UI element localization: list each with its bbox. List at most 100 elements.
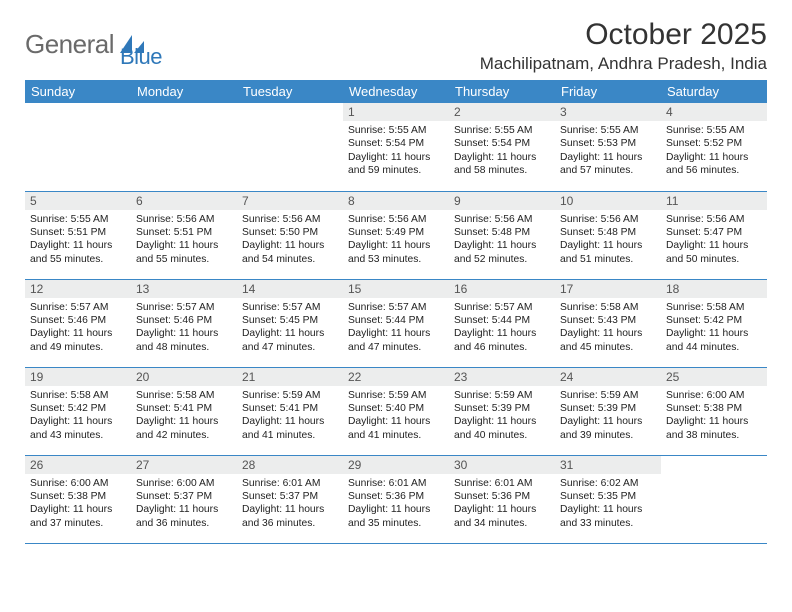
info-line: Daylight: 11 hours — [30, 327, 126, 340]
info-line: and 59 minutes. — [348, 164, 444, 177]
info-line: and 57 minutes. — [560, 164, 656, 177]
day-info: Sunrise: 6:00 AMSunset: 5:38 PMDaylight:… — [661, 386, 767, 447]
info-line: Sunrise: 6:00 AM — [136, 477, 232, 490]
day-number: 7 — [237, 192, 343, 210]
day-number: 2 — [449, 103, 555, 121]
info-line: Sunrise: 5:59 AM — [560, 389, 656, 402]
info-line: Sunrise: 5:59 AM — [454, 389, 550, 402]
calendar-day-cell: 31Sunrise: 6:02 AMSunset: 5:35 PMDayligh… — [555, 455, 661, 543]
info-line: and 47 minutes. — [348, 341, 444, 354]
info-line: Sunrise: 5:55 AM — [560, 124, 656, 137]
info-line: Sunrise: 5:56 AM — [136, 213, 232, 226]
info-line: Daylight: 11 hours — [454, 415, 550, 428]
day-header: Tuesday — [237, 80, 343, 103]
info-line: and 42 minutes. — [136, 429, 232, 442]
info-line: Daylight: 11 hours — [666, 151, 762, 164]
info-line: Daylight: 11 hours — [348, 415, 444, 428]
day-number — [237, 103, 343, 121]
day-info: Sunrise: 5:55 AMSunset: 5:54 PMDaylight:… — [343, 121, 449, 182]
info-line: and 36 minutes. — [136, 517, 232, 530]
info-line: and 56 minutes. — [666, 164, 762, 177]
day-info: Sunrise: 5:57 AMSunset: 5:45 PMDaylight:… — [237, 298, 343, 359]
info-line: Sunrise: 5:59 AM — [348, 389, 444, 402]
day-number: 1 — [343, 103, 449, 121]
calendar-day-cell — [25, 103, 131, 191]
info-line: Sunset: 5:36 PM — [454, 490, 550, 503]
info-line: and 55 minutes. — [136, 253, 232, 266]
info-line: Sunset: 5:53 PM — [560, 137, 656, 150]
info-line: Daylight: 11 hours — [242, 239, 338, 252]
info-line: Sunrise: 5:58 AM — [666, 301, 762, 314]
day-number: 3 — [555, 103, 661, 121]
info-line: Sunset: 5:46 PM — [136, 314, 232, 327]
info-line: Daylight: 11 hours — [136, 239, 232, 252]
day-number: 31 — [555, 456, 661, 474]
day-number — [661, 456, 767, 474]
title-block: October 2025 Machilipatnam, Andhra Prade… — [480, 18, 767, 74]
info-line: Sunset: 5:40 PM — [348, 402, 444, 415]
info-line: Sunrise: 5:57 AM — [454, 301, 550, 314]
info-line: Sunset: 5:39 PM — [454, 402, 550, 415]
info-line: Daylight: 11 hours — [560, 239, 656, 252]
info-line: Sunrise: 5:57 AM — [30, 301, 126, 314]
day-info: Sunrise: 6:01 AMSunset: 5:36 PMDaylight:… — [449, 474, 555, 535]
day-info: Sunrise: 5:55 AMSunset: 5:53 PMDaylight:… — [555, 121, 661, 182]
info-line: Sunset: 5:38 PM — [30, 490, 126, 503]
info-line: and 53 minutes. — [348, 253, 444, 266]
info-line: and 52 minutes. — [454, 253, 550, 266]
calendar-week-row: 26Sunrise: 6:00 AMSunset: 5:38 PMDayligh… — [25, 455, 767, 543]
day-info: Sunrise: 5:56 AMSunset: 5:47 PMDaylight:… — [661, 210, 767, 271]
info-line: Daylight: 11 hours — [454, 503, 550, 516]
calendar-week-row: 5Sunrise: 5:55 AMSunset: 5:51 PMDaylight… — [25, 191, 767, 279]
info-line: Sunset: 5:42 PM — [30, 402, 126, 415]
calendar-table: SundayMondayTuesdayWednesdayThursdayFrid… — [25, 80, 767, 544]
day-info: Sunrise: 5:58 AMSunset: 5:42 PMDaylight:… — [661, 298, 767, 359]
info-line: Sunset: 5:49 PM — [348, 226, 444, 239]
day-info: Sunrise: 5:57 AMSunset: 5:44 PMDaylight:… — [343, 298, 449, 359]
info-line: Daylight: 11 hours — [560, 151, 656, 164]
info-line: and 58 minutes. — [454, 164, 550, 177]
info-line: and 51 minutes. — [560, 253, 656, 266]
day-number: 8 — [343, 192, 449, 210]
day-info: Sunrise: 6:02 AMSunset: 5:35 PMDaylight:… — [555, 474, 661, 535]
day-info: Sunrise: 5:55 AMSunset: 5:54 PMDaylight:… — [449, 121, 555, 182]
info-line: Sunrise: 5:56 AM — [454, 213, 550, 226]
info-line: Daylight: 11 hours — [560, 503, 656, 516]
info-line: Sunrise: 6:01 AM — [242, 477, 338, 490]
info-line: Sunrise: 5:56 AM — [666, 213, 762, 226]
calendar-day-cell: 16Sunrise: 5:57 AMSunset: 5:44 PMDayligh… — [449, 279, 555, 367]
calendar-day-cell — [661, 455, 767, 543]
info-line: and 38 minutes. — [666, 429, 762, 442]
calendar-day-cell: 25Sunrise: 6:00 AMSunset: 5:38 PMDayligh… — [661, 367, 767, 455]
day-info: Sunrise: 5:59 AMSunset: 5:40 PMDaylight:… — [343, 386, 449, 447]
info-line: Sunset: 5:37 PM — [136, 490, 232, 503]
calendar-day-cell: 11Sunrise: 5:56 AMSunset: 5:47 PMDayligh… — [661, 191, 767, 279]
info-line: Daylight: 11 hours — [242, 415, 338, 428]
day-header: Thursday — [449, 80, 555, 103]
day-info: Sunrise: 5:57 AMSunset: 5:46 PMDaylight:… — [25, 298, 131, 359]
day-info: Sunrise: 5:59 AMSunset: 5:41 PMDaylight:… — [237, 386, 343, 447]
info-line: and 46 minutes. — [454, 341, 550, 354]
day-info: Sunrise: 5:55 AMSunset: 5:52 PMDaylight:… — [661, 121, 767, 182]
day-number: 14 — [237, 280, 343, 298]
info-line: and 41 minutes. — [348, 429, 444, 442]
info-line: and 41 minutes. — [242, 429, 338, 442]
info-line: Sunrise: 5:58 AM — [30, 389, 126, 402]
info-line: Daylight: 11 hours — [30, 415, 126, 428]
day-info: Sunrise: 5:56 AMSunset: 5:49 PMDaylight:… — [343, 210, 449, 271]
day-number: 20 — [131, 368, 237, 386]
info-line: Sunset: 5:48 PM — [560, 226, 656, 239]
info-line: Sunrise: 6:01 AM — [348, 477, 444, 490]
calendar-week-row: 12Sunrise: 5:57 AMSunset: 5:46 PMDayligh… — [25, 279, 767, 367]
info-line: Sunrise: 6:00 AM — [30, 477, 126, 490]
info-line: Sunset: 5:47 PM — [666, 226, 762, 239]
calendar-day-cell — [131, 103, 237, 191]
calendar-day-cell: 15Sunrise: 5:57 AMSunset: 5:44 PMDayligh… — [343, 279, 449, 367]
info-line: Sunrise: 5:58 AM — [560, 301, 656, 314]
day-number: 12 — [25, 280, 131, 298]
calendar-day-cell: 8Sunrise: 5:56 AMSunset: 5:49 PMDaylight… — [343, 191, 449, 279]
info-line: Daylight: 11 hours — [560, 415, 656, 428]
day-info: Sunrise: 6:00 AMSunset: 5:37 PMDaylight:… — [131, 474, 237, 535]
info-line: and 40 minutes. — [454, 429, 550, 442]
calendar-day-cell — [237, 103, 343, 191]
